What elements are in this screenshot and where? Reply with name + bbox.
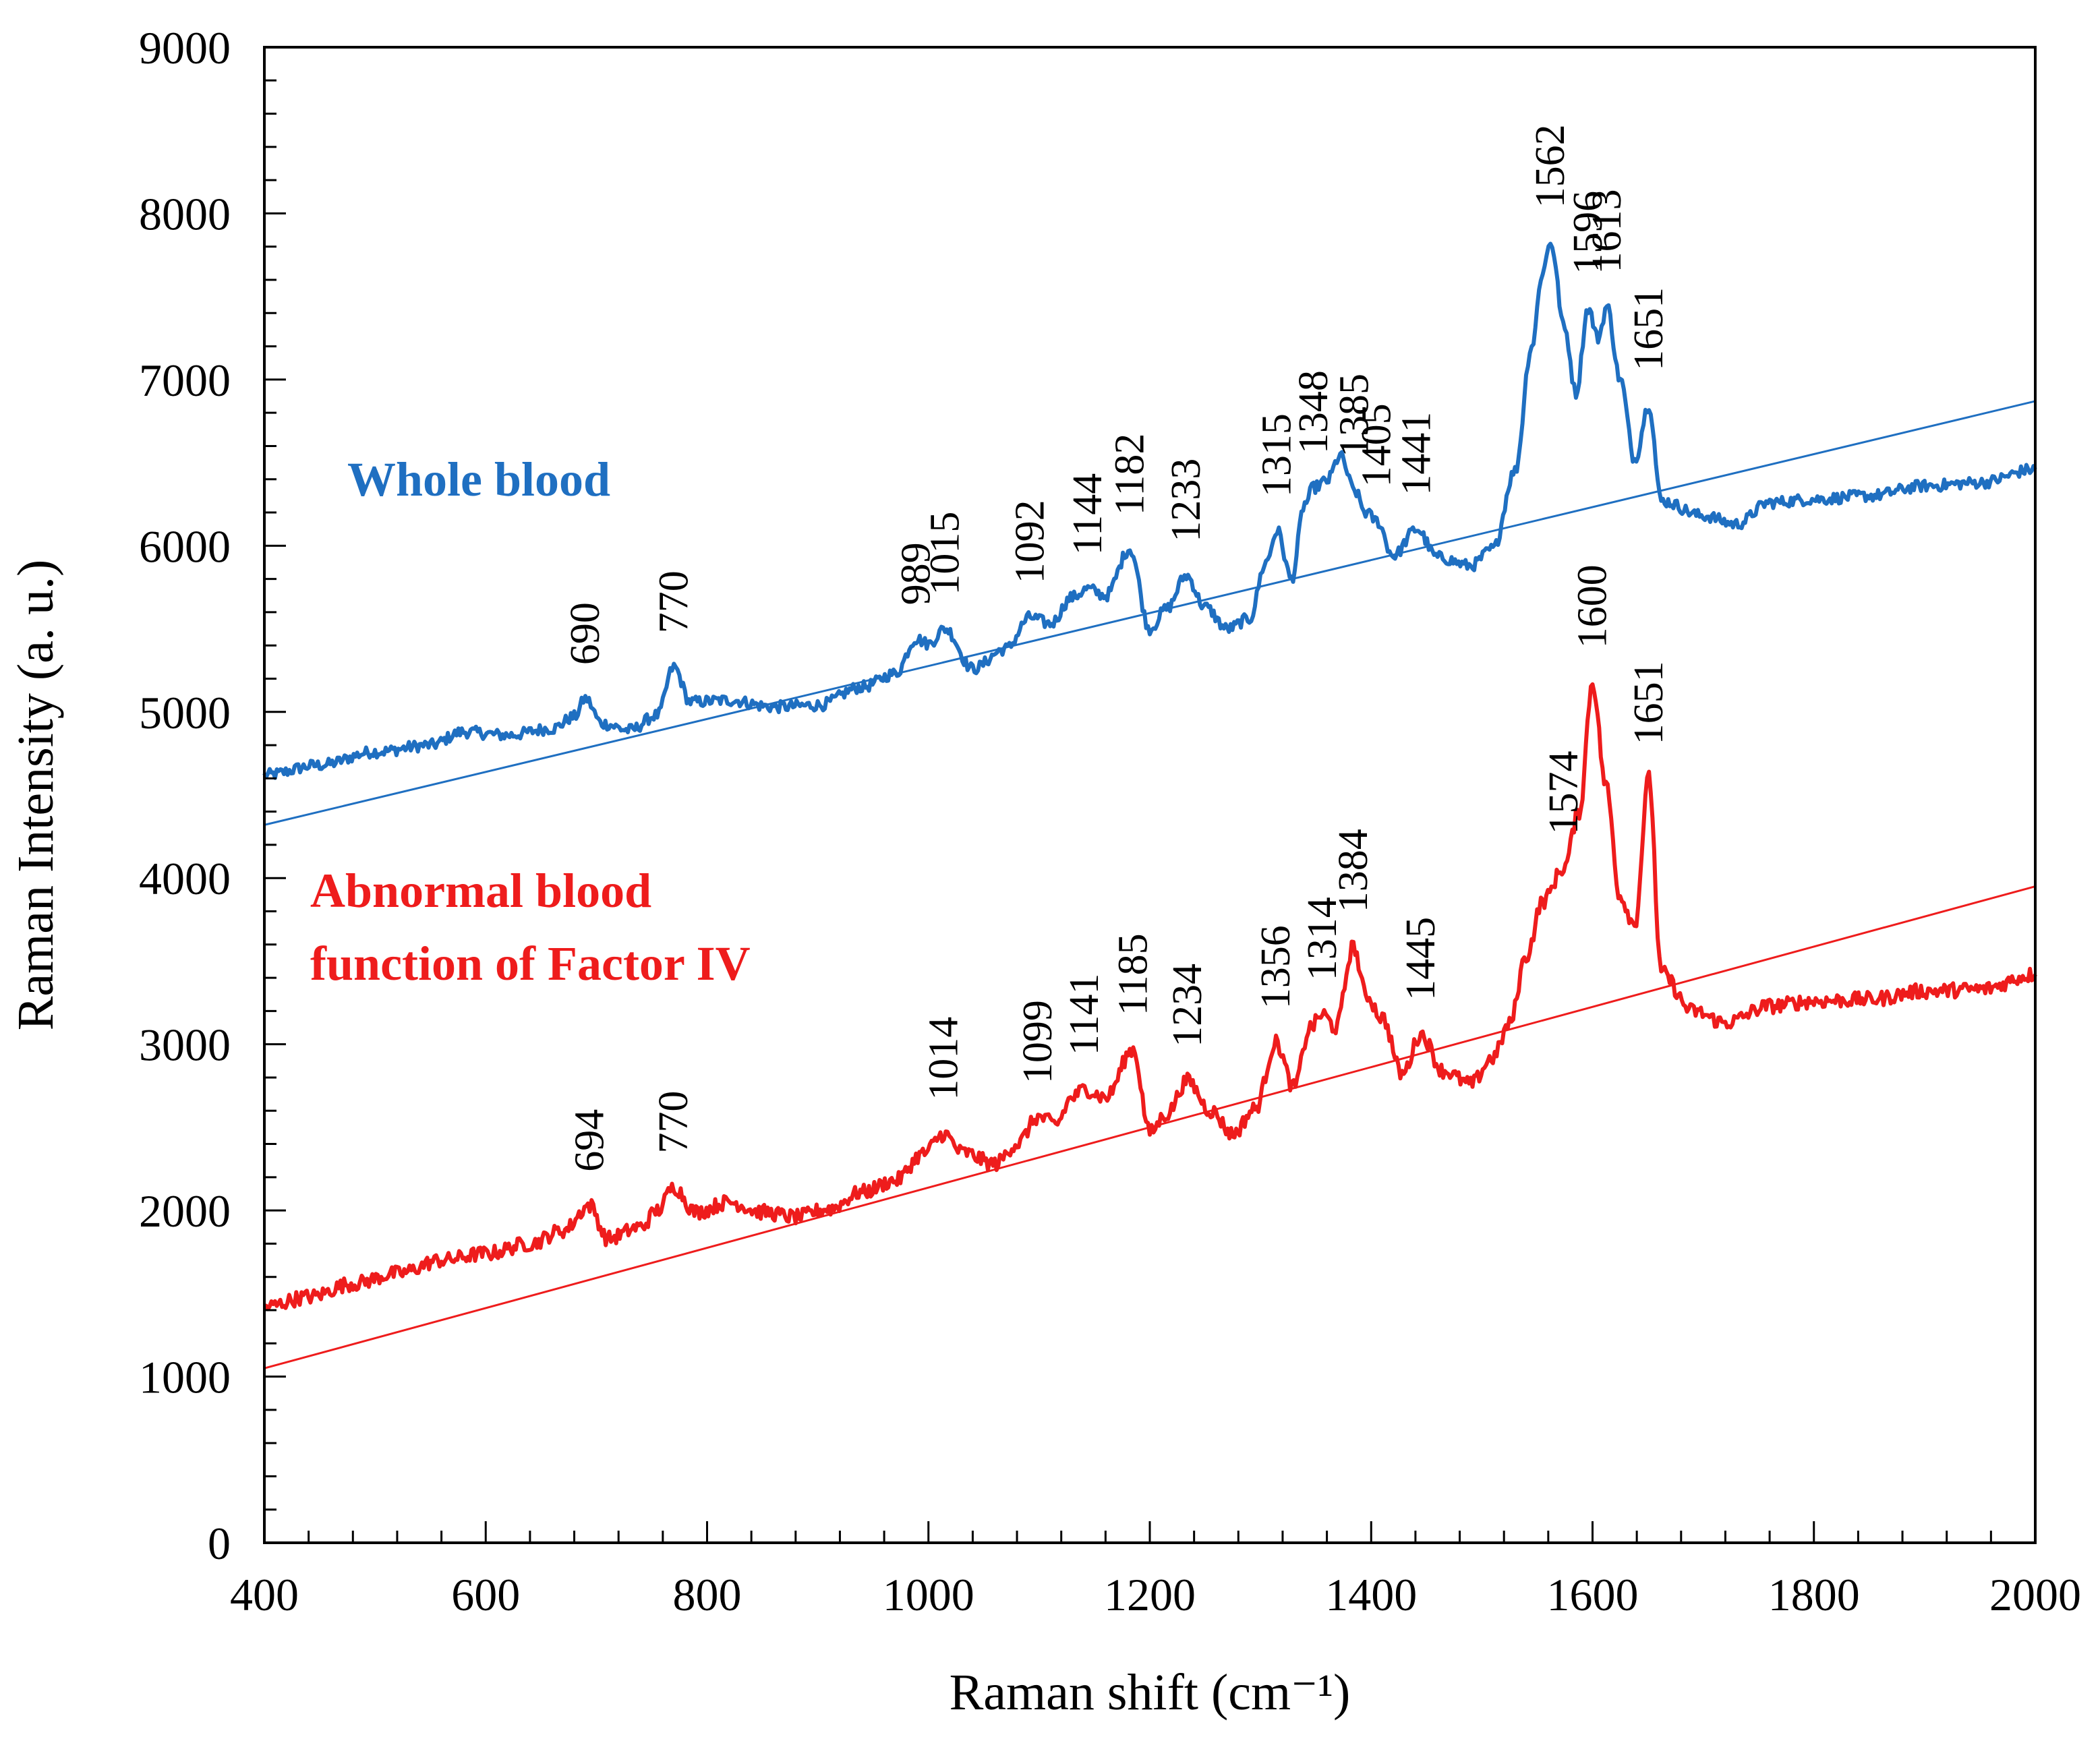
series-label: Abnormal blood bbox=[310, 864, 651, 918]
x-tick-label: 1800 bbox=[1768, 1569, 1860, 1620]
peak-label: 1405 bbox=[1353, 403, 1399, 487]
peak-label: 1596 bbox=[1565, 191, 1611, 274]
peak-label: 1182 bbox=[1107, 434, 1153, 516]
peak-label: 1348 bbox=[1291, 370, 1337, 454]
peak-label: 1445 bbox=[1398, 917, 1444, 1001]
y-tick-label: 3000 bbox=[139, 1020, 231, 1071]
y-tick-label: 6000 bbox=[139, 521, 231, 572]
series-labels: Whole blood Abnormal blood function of Fac… bbox=[310, 452, 751, 991]
y-tick-label: 0 bbox=[208, 1518, 231, 1569]
peak-label: 1441 bbox=[1394, 412, 1440, 496]
peak-label: 1141 bbox=[1061, 974, 1107, 1056]
x-tick-label: 2000 bbox=[1989, 1569, 2081, 1620]
y-tick-label: 5000 bbox=[139, 687, 231, 738]
peak-label: 1092 bbox=[1008, 500, 1053, 583]
peak-label: 1099 bbox=[1015, 1000, 1061, 1084]
y-tick-label: 8000 bbox=[139, 188, 231, 239]
x-tick-label: 1200 bbox=[1104, 1569, 1196, 1620]
x-tick-label: 1000 bbox=[883, 1569, 974, 1620]
y-tick-label: 7000 bbox=[139, 355, 231, 406]
x-tick-label: 1600 bbox=[1547, 1569, 1639, 1620]
peak-label: 1015 bbox=[922, 512, 968, 595]
spectrum-line bbox=[262, 241, 2037, 780]
peak-label: 770 bbox=[651, 570, 697, 633]
y-tick-label: 9000 bbox=[139, 22, 231, 73]
x-tick-label: 1400 bbox=[1325, 1569, 1417, 1620]
peak-label: 694 bbox=[567, 1109, 613, 1172]
peak-label: 1314 bbox=[1300, 897, 1345, 980]
peak-label: 690 bbox=[562, 602, 608, 665]
peak-label: 1014 bbox=[921, 1017, 967, 1100]
y-tick-label: 2000 bbox=[139, 1185, 231, 1237]
y-axis-title: Raman Intensity (a. u.) bbox=[7, 560, 64, 1031]
peak-label: 1651 bbox=[1626, 661, 1672, 744]
peak-label: 1233 bbox=[1163, 459, 1209, 542]
y-tick-label: 1000 bbox=[139, 1352, 231, 1403]
peak-label: 770 bbox=[651, 1091, 697, 1154]
peak-label: 989 bbox=[894, 542, 939, 605]
peak-label: 1613 bbox=[1584, 189, 1630, 272]
series-label: function of Factor IV bbox=[310, 937, 751, 991]
peak-label: 1234 bbox=[1165, 964, 1211, 1047]
spectrum-line bbox=[264, 682, 2037, 1311]
spectra bbox=[262, 241, 2037, 1311]
series-label: Whole blood bbox=[347, 452, 610, 506]
x-axis-title: Raman shift (cm⁻¹) bbox=[950, 1664, 1351, 1721]
peak-label: 1144 bbox=[1065, 473, 1111, 556]
peak-label: 1574 bbox=[1541, 750, 1587, 834]
peak-label: 1651 bbox=[1626, 287, 1672, 371]
peak-label: 1385 bbox=[1332, 374, 1378, 457]
y-tick-label: 4000 bbox=[139, 853, 231, 904]
peak-label: 1315 bbox=[1254, 413, 1300, 497]
peak-label: 1185 bbox=[1110, 933, 1156, 1015]
peak-label: 1356 bbox=[1253, 925, 1299, 1009]
baseline-line bbox=[264, 400, 2036, 826]
axis-ticks: 400 600 800 1000 1200 1400 1600 1800 2000 0 1000 20… bbox=[139, 22, 2081, 1620]
x-tick-label: 600 bbox=[451, 1569, 520, 1620]
peak-label: 1384 bbox=[1331, 829, 1376, 912]
peak-label: 1562 bbox=[1527, 124, 1573, 208]
x-tick-label: 800 bbox=[673, 1569, 742, 1620]
peak-label: 1600 bbox=[1570, 564, 1616, 648]
x-tick-label: 400 bbox=[230, 1569, 299, 1620]
